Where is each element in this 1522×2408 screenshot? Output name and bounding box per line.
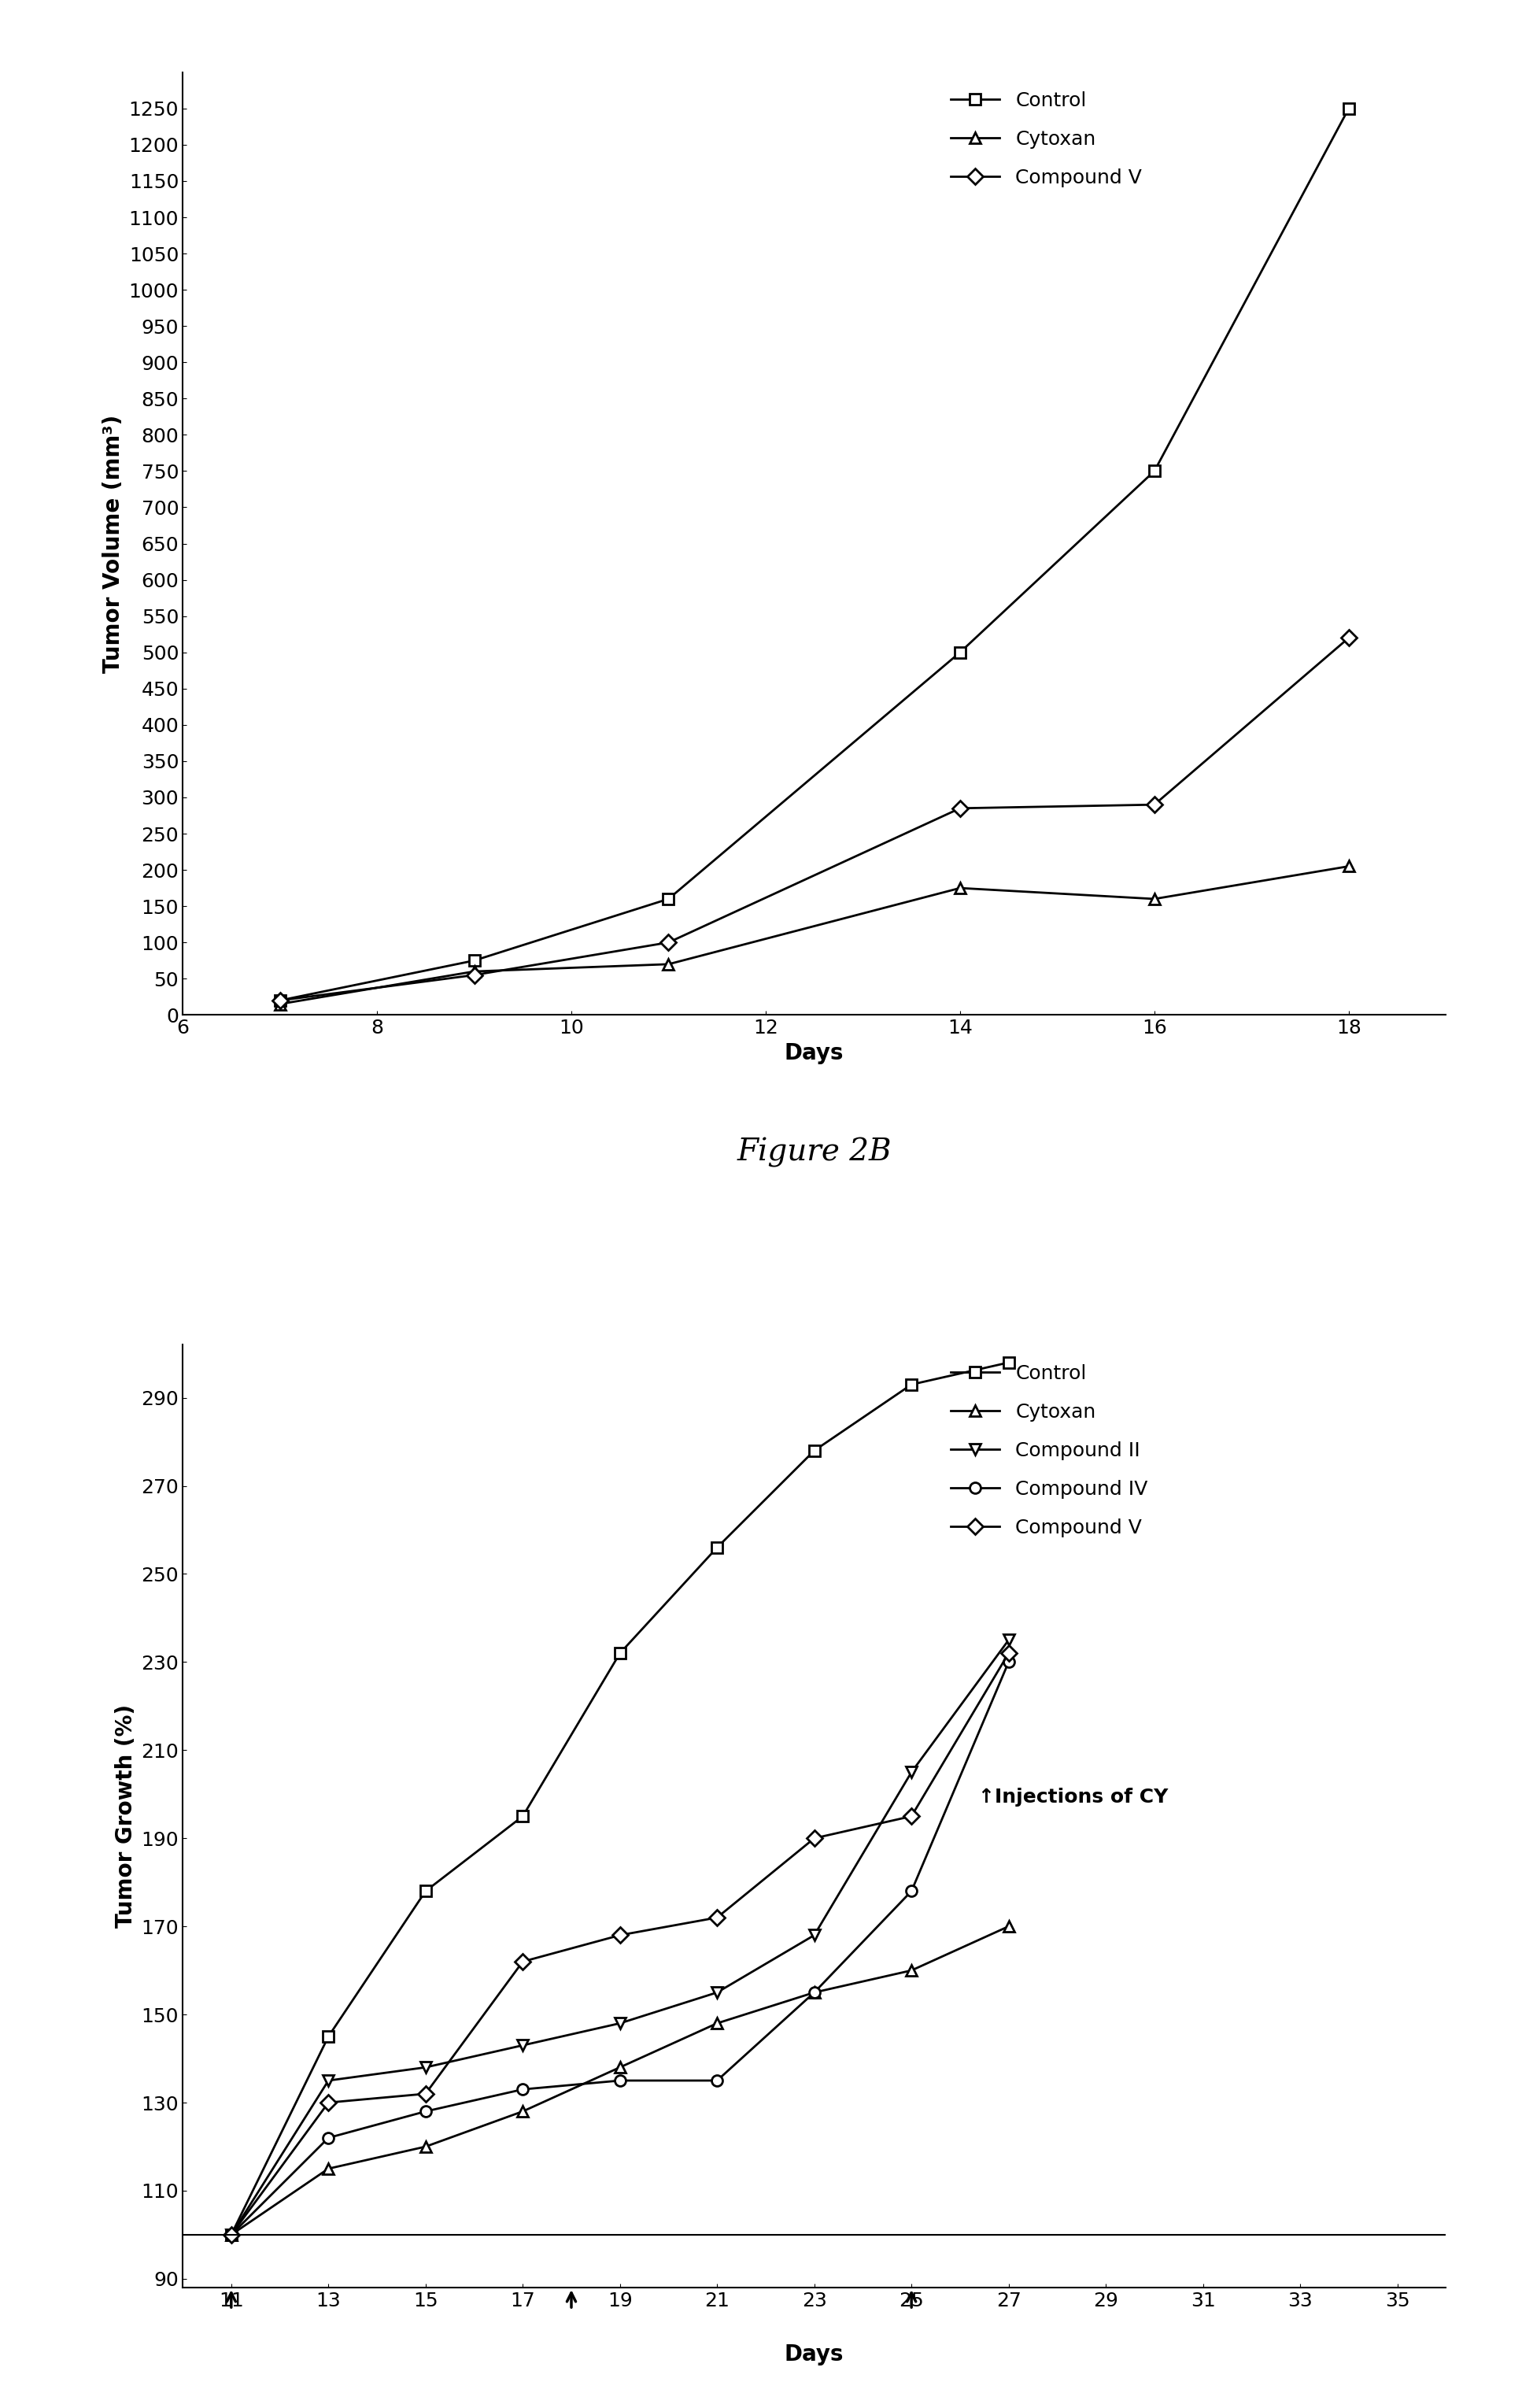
X-axis label: Days: Days [784, 1043, 845, 1064]
Compound V [610, 1922, 629, 1950]
Text: Figure 2B: Figure 2B [737, 1137, 892, 1168]
Text: ↑Injections of CY: ↑Injections of CY [979, 1789, 1169, 1806]
Control [903, 1370, 921, 1399]
Control [951, 638, 970, 667]
Compound V [466, 961, 484, 990]
Y-axis label: Tumor Growth (%): Tumor Growth (%) [114, 1705, 137, 1929]
Line: Cytoxan: Cytoxan [274, 860, 1355, 1009]
Y-axis label: Tumor Volume (mm³): Tumor Volume (mm³) [102, 414, 125, 672]
Compound V [1339, 624, 1358, 653]
Compound II [610, 2008, 629, 2037]
Control [222, 2220, 240, 2249]
Compound V [659, 927, 677, 956]
Compound V [1000, 1640, 1018, 1669]
Cytoxan [903, 1955, 921, 1984]
Compound V [271, 985, 289, 1014]
Control [320, 2023, 338, 2052]
Compound V [513, 1948, 531, 1977]
Cytoxan [1339, 852, 1358, 881]
Control [271, 985, 289, 1014]
Cytoxan [417, 2131, 435, 2160]
Control [610, 1640, 629, 1669]
Compound V [417, 2081, 435, 2109]
Compound II [903, 1758, 921, 1787]
Compound II [708, 1977, 726, 2006]
Line: Control: Control [274, 104, 1355, 1007]
Line: Compound V: Compound V [274, 633, 1355, 1007]
Control [513, 1801, 531, 1830]
Cytoxan [271, 990, 289, 1019]
Control [708, 1534, 726, 1563]
Cytoxan [951, 874, 970, 903]
Cytoxan [708, 2008, 726, 2037]
Compound V [805, 1823, 823, 1852]
Line: Compound V: Compound V [225, 1647, 1014, 2239]
Compound V [708, 1902, 726, 1931]
Compound IV [805, 1977, 823, 2006]
Line: Compound IV: Compound IV [225, 1657, 1014, 2239]
Control [1339, 94, 1358, 123]
Compound II [513, 2030, 531, 2059]
Control [417, 1876, 435, 1905]
Cytoxan [513, 2097, 531, 2126]
Control [466, 946, 484, 975]
Cytoxan [222, 2220, 240, 2249]
Control [659, 884, 677, 913]
Control [1145, 458, 1163, 486]
Control [1000, 1348, 1018, 1377]
Cytoxan [320, 2155, 338, 2184]
Cytoxan [610, 2054, 629, 2083]
Line: Control: Control [225, 1358, 1014, 2239]
Legend: Control, Cytoxan, Compound V: Control, Cytoxan, Compound V [950, 92, 1142, 188]
Cytoxan [659, 949, 677, 978]
Cytoxan [805, 1977, 823, 2006]
Line: Compound II: Compound II [225, 1635, 1014, 2239]
Cytoxan [1145, 884, 1163, 913]
Control [805, 1435, 823, 1464]
Compound II [320, 2066, 338, 2095]
Compound V [320, 2088, 338, 2117]
Compound V [951, 795, 970, 824]
Compound II [805, 1922, 823, 1950]
Compound V [903, 1801, 921, 1830]
Legend: Control, Cytoxan, Compound II, Compound IV, Compound V: Control, Cytoxan, Compound II, Compound … [950, 1365, 1148, 1536]
Line: Cytoxan: Cytoxan [225, 1922, 1014, 2239]
Compound IV [903, 1876, 921, 1905]
Compound II [222, 2220, 240, 2249]
X-axis label: Days: Days [784, 2343, 845, 2365]
Compound IV [513, 2076, 531, 2105]
Compound IV [417, 2097, 435, 2126]
Compound IV [320, 2124, 338, 2153]
Compound V [1145, 790, 1163, 819]
Cytoxan [1000, 1912, 1018, 1941]
Compound IV [222, 2220, 240, 2249]
Compound II [417, 2054, 435, 2083]
Compound IV [708, 2066, 726, 2095]
Compound IV [610, 2066, 629, 2095]
Compound V [222, 2220, 240, 2249]
Compound II [1000, 1625, 1018, 1654]
Compound IV [1000, 1647, 1018, 1676]
Cytoxan [466, 956, 484, 985]
